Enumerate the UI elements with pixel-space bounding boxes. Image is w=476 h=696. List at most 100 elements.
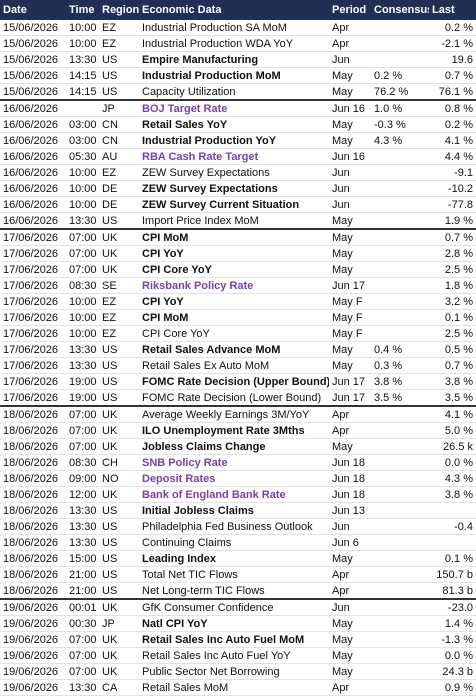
- cell-time: 21:00: [66, 566, 99, 583]
- cell-region: JP: [99, 615, 139, 632]
- cell-last: 2.5 %: [429, 325, 476, 342]
- cell-event: GfK Consumer Confidence: [139, 598, 329, 616]
- cell-region: CN: [99, 132, 139, 149]
- cell-event: Bank of England Bank Rate: [139, 486, 329, 503]
- cell-region: US: [99, 212, 139, 230]
- cell-event: Jobless Claims Change: [139, 438, 329, 455]
- table-row: 17/06/2026 10:00 EZ CPI Core YoY May F 2.5 %: [0, 325, 476, 342]
- cell-date: 16/06/2026: [0, 180, 66, 197]
- cell-date: 19/06/2026: [0, 647, 66, 664]
- cell-last: 76.1 %: [429, 83, 476, 101]
- cell-event: CPI MoM: [139, 228, 329, 246]
- cell-time: 13:30: [66, 51, 99, 68]
- cell-time: 10:00: [66, 196, 99, 213]
- cell-region: UK: [99, 663, 139, 680]
- cell-region: UK: [99, 261, 139, 278]
- cell-consensus: [371, 196, 429, 213]
- cell-time: 00:01: [66, 598, 99, 616]
- table-row: 16/06/2026 05:30 AU RBA Cash Rate Target Jun…: [0, 148, 476, 165]
- cell-date: 17/06/2026: [0, 293, 66, 310]
- table-row: 16/06/2026 10:00 DE ZEW Survey Expectations…: [0, 180, 476, 197]
- cell-consensus: [371, 550, 429, 567]
- cell-period: May: [329, 83, 371, 101]
- cell-consensus: [371, 309, 429, 326]
- cell-date: 18/06/2026: [0, 486, 66, 503]
- cell-region: US: [99, 518, 139, 535]
- cell-date: 18/06/2026: [0, 518, 66, 535]
- cell-date: 15/06/2026: [0, 83, 66, 101]
- cell-last: 81.3 b: [429, 582, 476, 600]
- cell-period: Jun 6: [329, 534, 371, 551]
- cell-period: Apr: [329, 679, 371, 696]
- cell-time: 07:00: [66, 647, 99, 664]
- cell-date: 17/06/2026: [0, 245, 66, 262]
- cell-period: Jun: [329, 196, 371, 213]
- cell-event: SNB Policy Rate: [139, 454, 329, 471]
- cell-consensus: 0.4 %: [371, 341, 429, 358]
- cell-event: Average Weekly Earnings 3M/YoY: [139, 405, 329, 423]
- cell-time: 19:00: [66, 373, 99, 390]
- cell-consensus: [371, 615, 429, 632]
- cell-region: UK: [99, 438, 139, 455]
- cell-last: 0.7 %: [429, 228, 476, 246]
- table-row: 18/06/2026 21:00 US Net Long-term TIC Flows…: [0, 582, 476, 600]
- cell-event: Total Net TIC Flows: [139, 566, 329, 583]
- cell-consensus: [371, 454, 429, 471]
- cell-consensus: [371, 502, 429, 519]
- cell-last: 4.3 %: [429, 470, 476, 487]
- cell-time: 07:00: [66, 663, 99, 680]
- cell-time: 13:30: [66, 534, 99, 551]
- cell-last: 26.5 k: [429, 438, 476, 455]
- cell-event: Empire Manufacturing: [139, 51, 329, 68]
- cell-date: 15/06/2026: [0, 67, 66, 84]
- cell-consensus: [371, 631, 429, 648]
- cell-last: 4.1 %: [429, 405, 476, 423]
- cell-time: 14:15: [66, 67, 99, 84]
- cell-last: 150.7 b: [429, 566, 476, 583]
- cell-period: Jun 16: [329, 99, 371, 117]
- table-row: 15/06/2026 10:00 EZ Industrial Production S…: [0, 20, 476, 36]
- cell-event: Capacity Utilization: [139, 83, 329, 101]
- cell-date: 18/06/2026: [0, 502, 66, 519]
- table-row: 15/06/2026 13:30 US Empire Manufacturing Jun…: [0, 51, 476, 68]
- table-row: 18/06/2026 07:00 UK ILO Unemployment Rate 3…: [0, 422, 476, 439]
- cell-consensus: [371, 293, 429, 310]
- cell-last: 2.8 %: [429, 245, 476, 262]
- cell-date: 16/06/2026: [0, 164, 66, 181]
- cell-period: May: [329, 357, 371, 374]
- cell-date: 18/06/2026: [0, 582, 66, 600]
- cell-consensus: [371, 228, 429, 246]
- cell-period: May: [329, 261, 371, 278]
- cell-last: 5.0 %: [429, 422, 476, 439]
- cell-consensus: [371, 422, 429, 439]
- cell-event: Public Sector Net Borrowing: [139, 663, 329, 680]
- cell-date: 15/06/2026: [0, 20, 66, 36]
- cell-last: 0.2 %: [429, 116, 476, 133]
- cell-last: 0.9 %: [429, 679, 476, 696]
- cell-event: Retail Sales Ex Auto MoM: [139, 357, 329, 374]
- cell-last: 19.6: [429, 51, 476, 68]
- table-row: 16/06/2026 10:00 DE ZEW Survey Current Situ…: [0, 196, 476, 213]
- cell-time: 10:00: [66, 164, 99, 181]
- cell-event: FOMC Rate Decision (Upper Bound): [139, 373, 329, 390]
- cell-region: UK: [99, 647, 139, 664]
- cell-event: Industrial Production SA MoM: [139, 20, 329, 36]
- cell-event: Industrial Production WDA YoY: [139, 35, 329, 52]
- cell-date: 18/06/2026: [0, 470, 66, 487]
- cell-period: Jun 17: [329, 373, 371, 390]
- cell-consensus: [371, 518, 429, 535]
- cell-period: May: [329, 132, 371, 149]
- cell-last: 2.5 %: [429, 261, 476, 278]
- cell-time: 07:00: [66, 438, 99, 455]
- cell-time: 09:00: [66, 470, 99, 487]
- table-row: 18/06/2026 21:00 US Total Net TIC Flows Apr 1…: [0, 566, 476, 583]
- cell-time: 05:30: [66, 148, 99, 165]
- cell-time: 19:00: [66, 389, 99, 407]
- cell-time: 13:30: [66, 357, 99, 374]
- cell-time: 10:00: [66, 20, 99, 36]
- cell-date: 18/06/2026: [0, 422, 66, 439]
- table-row: 18/06/2026 13:30 US Continuing Claims Jun 6: [0, 534, 476, 551]
- column-header: Economic Data: [139, 0, 329, 20]
- cell-region: EZ: [99, 20, 139, 36]
- cell-event: Retail Sales YoY: [139, 116, 329, 133]
